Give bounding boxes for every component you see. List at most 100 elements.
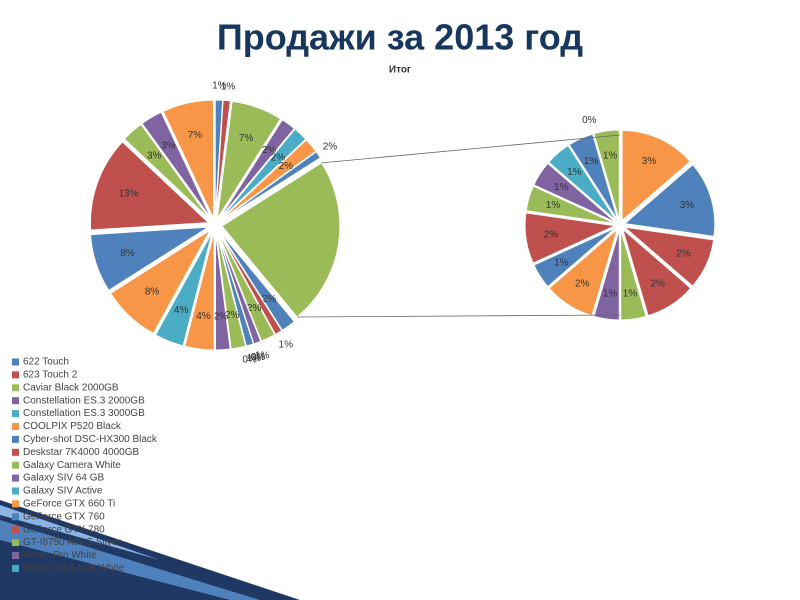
legend-label: Cyber-shot DSC-HX300 Black <box>23 434 158 445</box>
data-label: 3% <box>642 156 657 167</box>
legend-swatch <box>12 474 19 482</box>
data-label: 1% <box>554 182 569 193</box>
legend-swatch <box>12 564 19 572</box>
data-label: 2% <box>214 311 229 322</box>
legend-label: Constellation ES.3 3000GB <box>23 408 145 419</box>
data-label: 4% <box>196 311 211 322</box>
data-label: 2% <box>225 310 240 321</box>
legend-label: Galaxy SIV 64 GB <box>23 473 104 484</box>
pie-slice <box>622 226 715 287</box>
data-label: 3% <box>680 200 695 211</box>
pie-slice <box>141 111 212 220</box>
legend-label: GeForce GTX 780 <box>23 524 105 535</box>
slide-title: Продажи за 2013 год <box>217 17 583 58</box>
connector <box>321 134 621 164</box>
legend-label: COOLPIX P520 Black <box>23 421 122 432</box>
data-label: 2% <box>676 249 691 260</box>
pie-slice <box>219 128 307 221</box>
pie-slice <box>218 230 296 331</box>
data-label: 1% <box>603 151 618 162</box>
data-label: 1% <box>212 81 227 92</box>
data-label: 2% <box>247 303 262 314</box>
data-label: 1% <box>554 257 569 268</box>
pie-slice <box>524 212 617 264</box>
legend-swatch <box>12 526 19 534</box>
data-label: 2% <box>279 161 294 172</box>
legend-label: Galaxy Camera White <box>23 460 121 471</box>
legend-swatch <box>12 500 19 508</box>
legend-swatch <box>12 423 19 430</box>
legend-label: Galaxy SIV Active <box>23 486 103 497</box>
data-label: 1% <box>567 167 582 178</box>
pie-slice <box>218 119 296 220</box>
pie-slice <box>89 141 210 231</box>
pie-slice <box>525 185 616 225</box>
data-label: 0% <box>242 354 257 365</box>
data-label: 1% <box>247 353 262 364</box>
pie-slice <box>218 230 283 336</box>
data-label: 3% <box>161 140 176 151</box>
pie-slice <box>620 229 647 321</box>
pie-slice <box>593 129 620 221</box>
decor-stripe <box>0 520 260 600</box>
pie-slice <box>216 100 282 219</box>
pie-slice <box>214 231 231 351</box>
pie-slice <box>109 229 211 335</box>
legend-label: GeForce GTX 760 <box>23 511 105 522</box>
pie-slice <box>215 99 232 219</box>
legend-label: GeForce GTX 660 Ti <box>23 499 115 510</box>
pie-slice <box>123 123 211 221</box>
data-label: 0% <box>251 352 266 363</box>
legend-label: Deskstar 7K4000 4000GB <box>23 447 140 458</box>
pie-slice <box>623 163 716 237</box>
plot: 1%1%7%2%2%2%2%2%1%2%1%0%0%1%0%2%2%4%4%8%… <box>89 81 716 365</box>
legend-label: GT-I8750 Ativ S Silver <box>23 537 121 548</box>
legend-swatch <box>12 513 19 521</box>
pie-slice <box>533 227 617 288</box>
data-label: 1% <box>546 200 561 211</box>
data-label: 0% <box>582 115 597 126</box>
data-label: 2% <box>262 145 277 156</box>
data-label: 1% <box>584 156 599 167</box>
pie-slice <box>548 144 618 222</box>
decor-stripe <box>0 500 300 600</box>
legend-swatch <box>12 384 19 392</box>
pie-slice <box>215 231 247 350</box>
data-label: 1% <box>221 81 236 92</box>
pie-slice <box>593 229 620 321</box>
data-label: 1% <box>623 289 638 300</box>
legend-label: Constellation ES.3 2000GB <box>23 395 145 406</box>
legend-swatch <box>12 461 19 469</box>
legend-label: 623 Touch 2 <box>23 370 78 381</box>
data-label: 2% <box>323 142 338 153</box>
data-label: 2% <box>271 153 286 164</box>
data-label: 2% <box>575 278 590 289</box>
data-label: 4% <box>174 305 189 316</box>
legend-swatch <box>12 539 19 547</box>
data-label: 8% <box>120 248 135 259</box>
pie-slice <box>533 162 617 223</box>
legend-swatch <box>12 487 19 495</box>
data-label: 3% <box>147 151 162 162</box>
data-label: 2% <box>544 230 559 241</box>
pie-slice <box>154 231 213 347</box>
decor-stripe <box>0 505 160 560</box>
legend-swatch <box>12 410 19 418</box>
chart-title: Итог <box>389 65 411 76</box>
pie-slice <box>220 151 322 222</box>
pie-slice <box>90 226 209 292</box>
data-label: 7% <box>188 130 203 141</box>
data-label: 1% <box>255 350 270 361</box>
legend-swatch <box>12 448 19 456</box>
legend-swatch <box>12 552 19 559</box>
data-label: 2% <box>262 294 277 305</box>
legend-label: iPhone 4s 64GB White <box>23 563 125 574</box>
pie-slice <box>221 162 341 318</box>
data-label: 2% <box>651 278 666 289</box>
pie-slice <box>621 129 691 222</box>
data-label: 1% <box>279 339 294 350</box>
data-label: 7% <box>239 133 254 144</box>
pie-slice <box>220 139 317 221</box>
